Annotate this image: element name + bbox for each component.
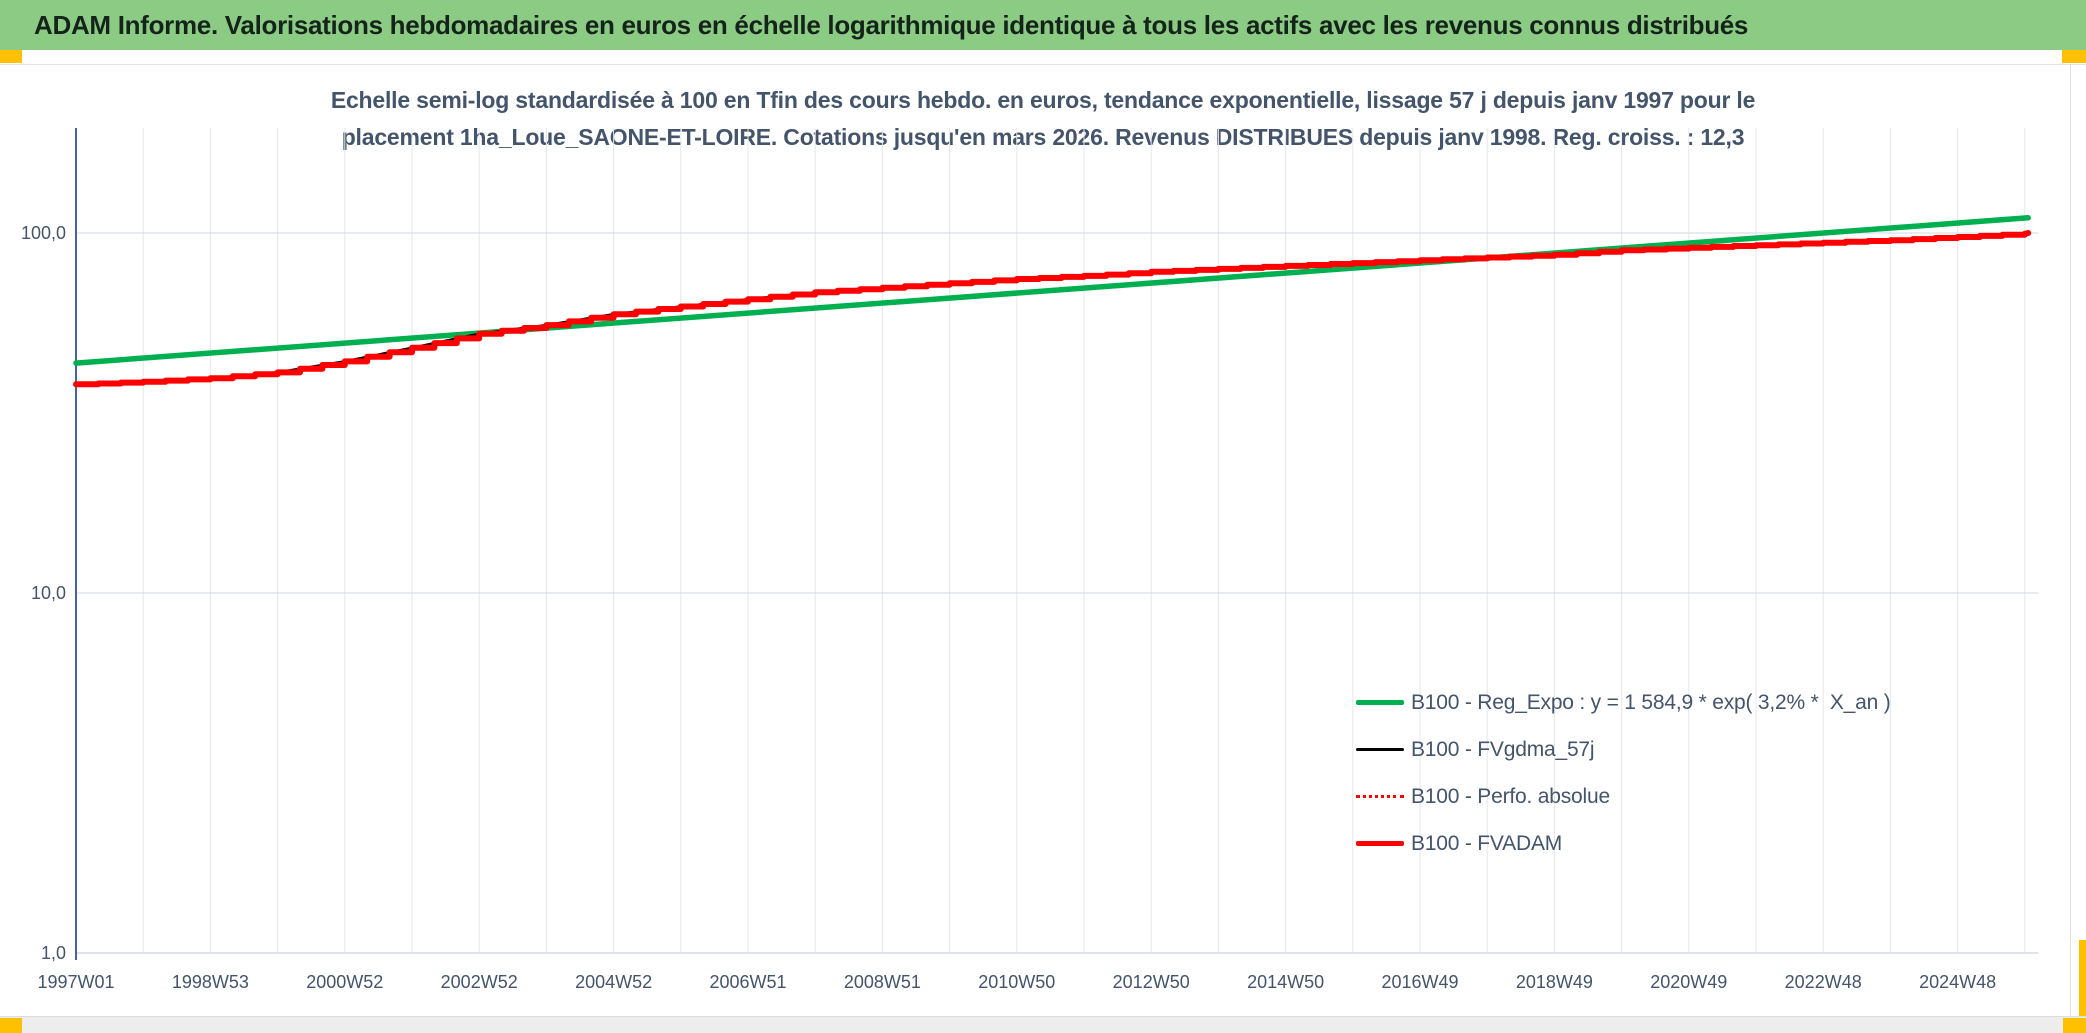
x-tick-label: 1998W53 [172, 972, 249, 992]
page-title: ADAM Informe. Valorisations hebdomadaire… [34, 9, 1749, 40]
legend-swatch-line [1356, 700, 1404, 705]
x-tick-label: 2022W48 [1785, 972, 1862, 992]
x-axis-labels: 1997W01 1998W53 2000W52 2002W52 2004W52 2006W… [37, 972, 1996, 992]
chart-title-line1: Echelle semi-log standardisée à 100 en T… [330, 87, 1756, 113]
chart-right-border [2070, 64, 2071, 1016]
series-fvadam [73, 230, 2032, 388]
header-bar: ADAM Informe. Valorisations hebdomadaire… [0, 0, 2086, 50]
x-tick-label: 2016W49 [1381, 972, 1458, 992]
x-tick-label: 2018W49 [1516, 972, 1593, 992]
accent-square-top-left [0, 50, 22, 63]
legend-item: B100 - FVADAM [1356, 820, 1891, 867]
vertical-gridlines [75, 128, 2026, 953]
x-tick-label: 2020W49 [1650, 972, 1727, 992]
x-tick-label: 2008W51 [844, 972, 921, 992]
legend-swatch-line [1356, 748, 1404, 751]
legend-label: B100 - FVgdma_57j [1411, 737, 1595, 761]
bottom-strip [0, 1016, 2086, 1033]
legend-swatch-dotted-line [1356, 795, 1404, 798]
legend-item: B100 - FVgdma_57j [1356, 726, 1891, 773]
x-tick-label: 2004W52 [575, 972, 652, 992]
y-axis-labels: 100,0 10,0 1,0 [21, 223, 66, 963]
accent-square-bottom-right [2063, 1018, 2086, 1033]
accent-stripe-right [2079, 940, 2086, 1033]
chart-title: Echelle semi-log standardisée à 100 en T… [0, 82, 2086, 156]
x-tick-label: 2006W51 [709, 972, 786, 992]
x-tick-label: 2002W52 [441, 972, 518, 992]
x-tick-label: 2012W50 [1113, 972, 1190, 992]
legend-label: B100 - Reg_Expo : y = 1 584,9 * exp( 3,2… [1411, 690, 1891, 714]
legend-label: B100 - FVADAM [1411, 831, 1563, 855]
chart-title-line2: placement 1ha_Loue_SAONE-ET-LOIRE. Cotat… [341, 124, 1745, 150]
y-tick-label: 100,0 [21, 223, 66, 243]
legend-swatch-line [1356, 840, 1404, 847]
x-tick-label: 2014W50 [1247, 972, 1324, 992]
chart-legend: B100 - Reg_Expo : y = 1 584,9 * exp( 3,2… [1356, 679, 1891, 867]
horizontal-gridlines [76, 232, 2038, 594]
x-tick-label: 1997W01 [37, 972, 114, 992]
x-tick-label: 2000W52 [306, 972, 383, 992]
x-tick-label: 2010W50 [978, 972, 1055, 992]
legend-label: B100 - Perfo. absolue [1411, 784, 1610, 808]
accent-square-bottom-left [0, 1018, 22, 1033]
y-tick-label: 1,0 [41, 943, 66, 963]
legend-item: B100 - Perfo. absolue [1356, 773, 1891, 820]
chart-top-border [0, 64, 2086, 65]
y-tick-label: 10,0 [31, 583, 66, 603]
x-tick-label: 2024W48 [1919, 972, 1996, 992]
legend-item: B100 - Reg_Expo : y = 1 584,9 * exp( 3,2… [1356, 679, 1891, 726]
accent-square-top-right [2062, 50, 2086, 63]
series-reg-expo [73, 215, 2031, 366]
